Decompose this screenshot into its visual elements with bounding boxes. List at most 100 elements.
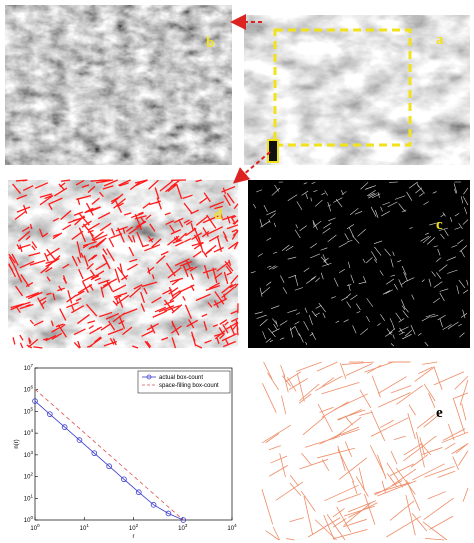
trace <box>85 303 98 317</box>
trace <box>189 266 198 272</box>
trace <box>134 215 147 220</box>
trace <box>393 283 398 290</box>
trace <box>304 307 308 313</box>
trace <box>436 272 442 279</box>
trace <box>205 284 220 291</box>
trace <box>208 235 220 242</box>
trace <box>149 223 156 232</box>
trace <box>433 297 441 304</box>
trace <box>185 259 191 269</box>
series-line <box>34 400 184 521</box>
tick-label: 104 <box>227 523 237 532</box>
trace <box>294 287 304 291</box>
trace <box>136 231 144 248</box>
trace <box>436 257 442 262</box>
trace <box>375 210 379 219</box>
trace <box>93 336 102 343</box>
trace <box>28 252 41 257</box>
trace <box>418 366 433 374</box>
trace <box>345 293 351 299</box>
trace <box>287 194 298 201</box>
trace <box>75 290 85 297</box>
trace <box>140 303 146 312</box>
trace <box>300 490 316 512</box>
trace <box>176 184 183 200</box>
trace <box>365 257 373 264</box>
trace <box>268 265 276 270</box>
trace <box>399 331 405 335</box>
trace <box>312 221 318 230</box>
trace <box>117 227 125 243</box>
trace <box>390 450 398 465</box>
trace <box>165 220 175 226</box>
trace <box>310 275 317 280</box>
trace <box>188 319 195 329</box>
trace <box>401 281 406 285</box>
trace <box>422 361 438 365</box>
trace <box>348 261 351 269</box>
trace <box>295 224 298 229</box>
trace <box>395 467 416 495</box>
trace <box>91 231 104 241</box>
trace <box>343 319 349 323</box>
trace <box>16 206 31 213</box>
trace <box>15 179 28 182</box>
trace <box>463 187 469 195</box>
trace <box>250 271 256 274</box>
trace <box>123 212 132 216</box>
trace <box>112 338 117 346</box>
trace <box>29 224 33 230</box>
trace <box>127 234 133 243</box>
trace <box>373 240 383 244</box>
trace <box>389 463 414 477</box>
trace <box>219 333 225 340</box>
trace <box>414 366 436 382</box>
trace <box>321 192 325 195</box>
trace <box>337 493 362 503</box>
trace <box>287 309 297 314</box>
trace <box>122 308 138 316</box>
trace <box>398 203 406 213</box>
trace <box>319 433 342 445</box>
trace <box>213 298 228 306</box>
trace <box>354 211 363 215</box>
trace <box>437 314 446 321</box>
trace <box>8 264 13 271</box>
trace <box>165 186 172 193</box>
trace <box>253 203 257 209</box>
trace <box>408 404 416 416</box>
trace <box>415 432 425 468</box>
trace-overlay <box>8 179 239 349</box>
trace <box>59 308 67 321</box>
trace <box>122 227 126 234</box>
trace <box>262 383 277 413</box>
trace <box>14 210 27 221</box>
trace <box>356 311 361 314</box>
trace <box>275 481 304 501</box>
trace <box>394 195 406 200</box>
trace <box>352 480 358 494</box>
trace <box>269 339 273 343</box>
trace <box>344 505 375 517</box>
trace <box>427 491 446 500</box>
trace <box>289 475 299 486</box>
trace <box>429 221 440 226</box>
trace <box>88 325 94 330</box>
trace <box>12 337 16 345</box>
trace <box>81 220 92 228</box>
trace <box>462 219 469 225</box>
trace <box>299 383 320 402</box>
trace <box>22 204 28 214</box>
trace <box>263 361 273 380</box>
trace <box>423 411 444 428</box>
trace <box>33 346 43 349</box>
trace <box>76 241 82 258</box>
trace <box>421 447 443 455</box>
tick-label: 104 <box>24 428 34 437</box>
trace <box>337 445 346 471</box>
trace <box>16 194 27 200</box>
trace <box>350 294 358 300</box>
trace <box>433 245 438 248</box>
trace <box>207 226 224 235</box>
trace <box>285 245 294 252</box>
